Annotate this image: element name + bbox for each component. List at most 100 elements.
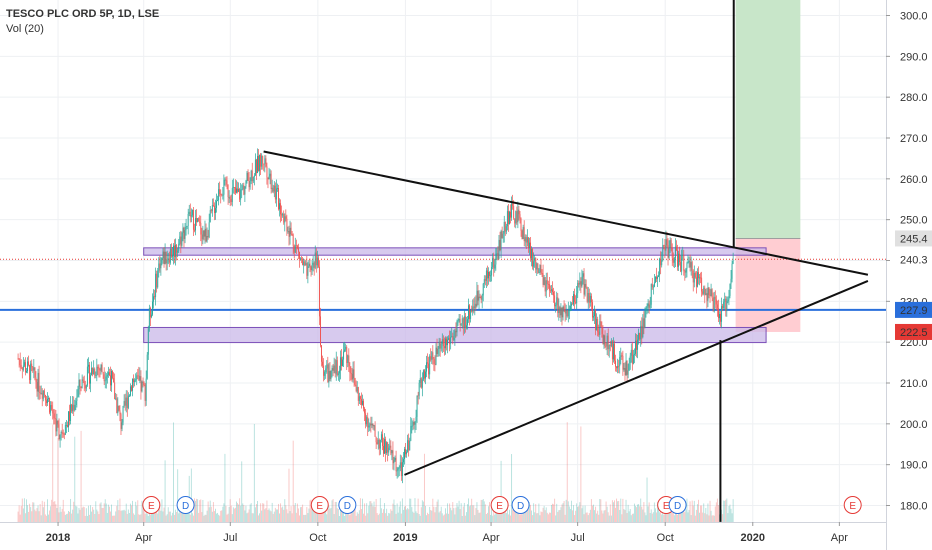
- price-tick-label: 290.0: [900, 51, 928, 63]
- candle-body: [720, 313, 721, 322]
- volume-bar: [591, 505, 593, 522]
- volume-bar: [724, 500, 726, 522]
- candle-body: [157, 270, 159, 288]
- candle-body: [548, 284, 550, 291]
- earnings-marker[interactable]: E: [142, 496, 161, 514]
- candle-body: [49, 398, 51, 413]
- candle-body: [603, 335, 605, 345]
- volume-bar: [559, 509, 561, 522]
- volume-bar: [175, 509, 177, 522]
- candle-body: [679, 253, 681, 263]
- volume-bar: [304, 514, 306, 522]
- candle-body: [638, 332, 640, 340]
- candle-body: [111, 371, 112, 386]
- candle-body: [731, 263, 733, 279]
- time-axis[interactable]: 2018 Apr Jul Oct 2019 Apr Jul Oct 2020 Apr: [0, 522, 886, 550]
- volume-bar: [120, 510, 122, 522]
- volume-bar: [33, 502, 35, 522]
- volume-indicator-label[interactable]: Vol (20): [6, 23, 44, 35]
- candle-body: [557, 297, 559, 313]
- candle-body: [223, 179, 225, 195]
- volume-bar: [280, 503, 282, 522]
- candle-body: [315, 252, 317, 266]
- volume-bar: [481, 500, 483, 522]
- volume-bar: [656, 512, 657, 522]
- candle-body: [588, 293, 590, 303]
- volume-bar: [142, 503, 144, 522]
- volume-bar: [115, 511, 117, 522]
- candle-body: [687, 261, 689, 264]
- volume-bar: [376, 513, 378, 522]
- volume-bar: [125, 503, 127, 522]
- candle-body: [342, 359, 343, 366]
- candle-body: [198, 218, 200, 222]
- volume-bar: [717, 505, 719, 522]
- volume-bar: [42, 507, 44, 522]
- earnings-marker[interactable]: E: [490, 496, 509, 514]
- candle-body: [173, 245, 174, 256]
- dividend-marker[interactable]: D: [338, 496, 357, 514]
- candle-body: [207, 236, 209, 238]
- candle-body: [467, 319, 468, 326]
- dividend-marker[interactable]: D: [511, 496, 530, 514]
- candle-body: [36, 382, 38, 392]
- dividend-marker[interactable]: D: [176, 496, 195, 514]
- candle-body: [108, 372, 110, 376]
- volume-bar: [450, 507, 452, 522]
- volume-bar: [50, 506, 52, 522]
- volume-bar: [388, 512, 390, 522]
- candle-body: [513, 205, 515, 219]
- volume-bar: [672, 509, 674, 522]
- candle-body: [439, 341, 441, 349]
- candle-body: [689, 260, 691, 268]
- candle-body: [589, 295, 591, 303]
- trendlines: [263, 0, 869, 522]
- volume-bar: [285, 505, 287, 522]
- candle-body: [416, 395, 418, 417]
- volume-bar: [695, 509, 697, 522]
- volume-bar: [56, 508, 58, 522]
- volume-bar: [290, 506, 292, 522]
- candle-body: [228, 197, 230, 198]
- volume-bar: [208, 507, 210, 522]
- dividend-marker[interactable]: D: [668, 496, 687, 514]
- candle-body: [206, 236, 208, 242]
- volume-bar: [391, 510, 393, 522]
- candle-body: [601, 326, 603, 334]
- volume-bar: [600, 499, 602, 522]
- candle-body: [647, 303, 649, 307]
- volume-bar: [541, 512, 543, 522]
- candle-body: [148, 307, 150, 329]
- candle-body: [604, 335, 606, 347]
- candle-body: [476, 290, 478, 307]
- candle-body: [257, 156, 258, 174]
- candle-body: [349, 366, 351, 373]
- candle-body: [624, 368, 626, 376]
- price-axis[interactable]: 180.0190.0200.0210.0220.0230.0240.0250.0…: [886, 0, 932, 550]
- volume-bar: [657, 502, 658, 522]
- candle-body: [35, 377, 37, 383]
- event-label: E: [316, 501, 323, 512]
- candle-body: [607, 335, 609, 350]
- candle-body: [498, 239, 500, 259]
- earnings-marker[interactable]: E: [843, 496, 862, 514]
- candle-body: [366, 417, 368, 425]
- candle-body: [289, 227, 291, 237]
- candle-body: [616, 366, 618, 369]
- candle-body: [656, 276, 657, 279]
- candle-body: [517, 209, 519, 223]
- candle-body: [299, 251, 300, 259]
- symbol-title[interactable]: TESCO PLC ORD 5P, 1D, LSE: [6, 8, 160, 20]
- volume-bar: [454, 514, 456, 522]
- candle-body: [147, 328, 149, 355]
- candle-body: [417, 395, 419, 397]
- earnings-marker[interactable]: E: [310, 496, 329, 514]
- volume-bar: [427, 512, 429, 522]
- volume-bar: [129, 503, 131, 522]
- candle-body: [250, 170, 252, 182]
- volume-bar: [257, 500, 258, 522]
- candle-body: [176, 244, 178, 253]
- candle-body: [492, 257, 494, 268]
